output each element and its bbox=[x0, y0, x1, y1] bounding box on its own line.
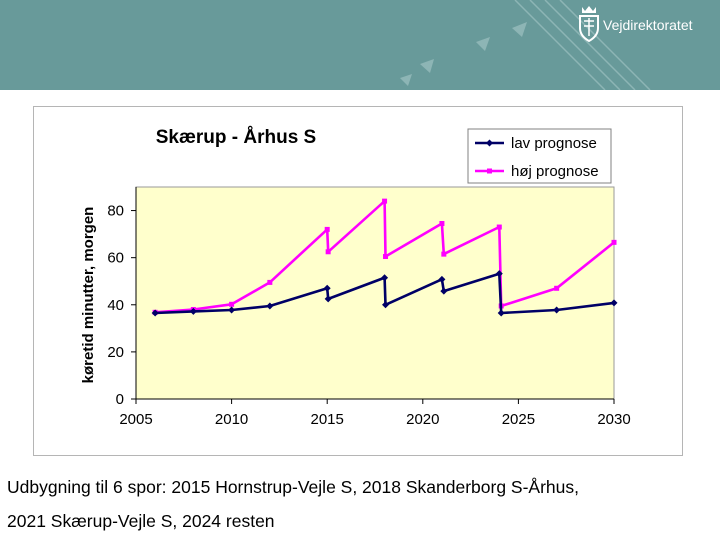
data-point bbox=[495, 270, 503, 278]
legend-item: høj prognose bbox=[475, 163, 599, 180]
y-tick-label: 60 bbox=[107, 250, 124, 267]
y-tick-label: 0 bbox=[116, 391, 124, 408]
caption-line-1: Udbygning til 6 spor: 2015 Hornstrup-Vej… bbox=[7, 477, 579, 497]
diagonal-line-1 bbox=[514, 0, 606, 90]
data-point bbox=[441, 251, 447, 257]
data-point bbox=[438, 275, 446, 283]
legend-box bbox=[467, 128, 612, 184]
legend-label: lav prognose bbox=[511, 135, 597, 152]
legend-marker bbox=[486, 139, 493, 147]
plot-area bbox=[135, 186, 615, 400]
y-axis-ticks: 0 20 40 60 80 bbox=[107, 203, 136, 408]
x-axis-ticks: 2005 2010 2015 2020 2025 2030 bbox=[119, 399, 631, 428]
y-axis-label: køretid minutter, morgen bbox=[80, 207, 97, 384]
data-point bbox=[324, 295, 332, 303]
y-tick-label: 80 bbox=[107, 203, 124, 220]
x-tick-label: 2025 bbox=[502, 411, 535, 428]
data-point bbox=[553, 306, 561, 314]
data-point bbox=[382, 198, 388, 204]
legend-marker bbox=[487, 168, 492, 174]
data-point bbox=[611, 239, 617, 245]
data-point bbox=[151, 309, 159, 317]
diagonal-line-2 bbox=[529, 0, 621, 90]
header-banner: Vejdirektoratet bbox=[0, 0, 720, 90]
y-tick-label: 40 bbox=[107, 297, 124, 314]
data-point bbox=[228, 306, 236, 314]
x-tick-label: 2005 bbox=[119, 411, 152, 428]
data-point bbox=[325, 249, 331, 255]
data-point bbox=[381, 274, 389, 282]
x-tick-label: 2015 bbox=[311, 411, 344, 428]
caption-line-2: 2021 Skærup-Vejle S, 2024 resten bbox=[7, 511, 275, 531]
arrow-shape-4 bbox=[512, 22, 527, 37]
legend-item: lav prognose bbox=[475, 135, 597, 152]
data-point bbox=[383, 253, 389, 259]
legend: lav prognose høj prognose bbox=[467, 128, 612, 184]
brand-name: Vejdirektoratet bbox=[603, 17, 693, 33]
y-tick-label: 20 bbox=[107, 344, 124, 361]
data-point bbox=[496, 224, 502, 230]
data-point bbox=[610, 299, 618, 307]
x-tick-label: 2030 bbox=[597, 411, 630, 428]
data-point bbox=[497, 309, 505, 317]
diagonal-line-3 bbox=[544, 0, 636, 90]
chart-frame: 2005 2010 2015 2020 2025 2030 0 20 40 60 80 Skæru… bbox=[33, 106, 683, 456]
data-point bbox=[440, 287, 448, 295]
data-point bbox=[229, 301, 235, 307]
arrow-shape-1 bbox=[400, 74, 412, 86]
crown-shield-icon bbox=[579, 6, 599, 43]
data-point bbox=[382, 301, 390, 309]
data-point bbox=[189, 307, 197, 315]
legend-label: høj prognose bbox=[511, 163, 599, 180]
series-line bbox=[155, 272, 615, 315]
line-chart: 2005 2010 2015 2020 2025 2030 0 20 40 60 80 Skæru… bbox=[80, 127, 631, 428]
x-tick-label: 2020 bbox=[406, 411, 439, 428]
data-point bbox=[439, 221, 445, 227]
data-point bbox=[266, 302, 274, 310]
chart-title: Skærup - Århus S bbox=[156, 127, 316, 148]
decorative-arrows bbox=[400, 0, 651, 90]
axes bbox=[135, 187, 614, 400]
diagonal-line-4 bbox=[559, 0, 651, 90]
series-layer bbox=[151, 198, 618, 317]
data-point bbox=[323, 284, 331, 292]
series-lav-prognose bbox=[151, 270, 618, 317]
data-point bbox=[554, 285, 560, 291]
data-point bbox=[324, 226, 330, 232]
arrow-shape-3 bbox=[476, 37, 490, 51]
caption: Udbygning til 6 spor: 2015 Hornstrup-Vej… bbox=[7, 470, 713, 538]
x-tick-label: 2010 bbox=[215, 411, 248, 428]
data-point bbox=[267, 279, 273, 285]
arrow-shape-2 bbox=[420, 59, 434, 73]
